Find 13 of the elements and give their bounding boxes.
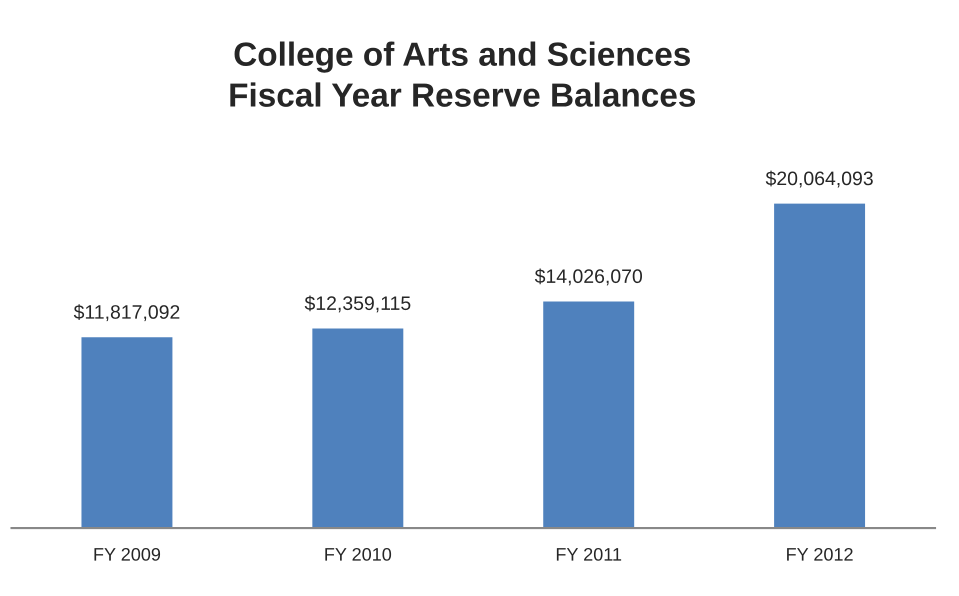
chart-title: College of Arts and Sciences Fiscal Year Reserve Balances (230, 42, 696, 107)
data-label: $11,817,092 (74, 304, 180, 322)
x-tick-label: FY 2011 (556, 548, 622, 561)
data-label: $14,026,070 (534, 268, 642, 286)
bar (80, 336, 174, 528)
bar (542, 300, 636, 528)
x-tick-label: FY 2012 (787, 548, 853, 561)
x-tick-label: FY 2009 (94, 548, 160, 561)
data-label: $12,359,115 (304, 295, 410, 312)
data-label: $20,064,093 (766, 170, 873, 188)
x-tick-label: FY 2010 (325, 548, 392, 561)
bar (310, 327, 405, 528)
bar (772, 202, 866, 528)
